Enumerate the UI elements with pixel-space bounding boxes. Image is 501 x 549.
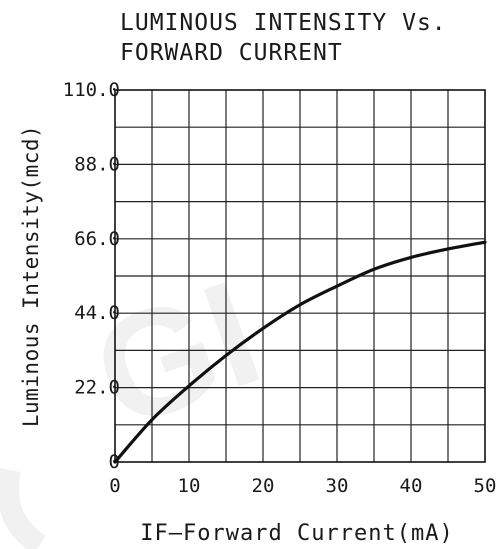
chart-title-line-2: FORWARD CURRENT — [120, 40, 343, 66]
series-line — [113, 240, 487, 464]
x-tick-label: 0 — [109, 475, 120, 497]
x-tick-label: 30 — [326, 475, 349, 497]
y-tick-label: 44.0 — [74, 302, 120, 324]
y-tick-label: 88.0 — [74, 153, 120, 175]
y-tick-label: 22.0 — [74, 377, 120, 399]
chart-title-line-1: LUMINOUS INTENSITY Vs. — [120, 10, 447, 36]
svg-text:GI: GI — [73, 248, 279, 460]
series-layer — [113, 240, 487, 464]
x-tick-label: 10 — [178, 475, 201, 497]
watermark-logo: GI — [0, 248, 280, 549]
x-tick-label: 40 — [400, 475, 423, 497]
x-tick-label: 20 — [252, 475, 275, 497]
x-axis-label: IF—Forward Current(mA) — [140, 521, 453, 546]
x-tick-label: 50 — [474, 475, 497, 497]
plot-frame — [114, 89, 486, 463]
y-tick-label: 110.0 — [63, 79, 120, 101]
grid — [115, 90, 485, 462]
y-tick-label: 66.0 — [74, 228, 120, 250]
y-axis-label: Luminous Intensity(mcd) — [19, 125, 43, 427]
x-axis-ticks: 0 10 20 30 40 50 — [109, 475, 496, 497]
